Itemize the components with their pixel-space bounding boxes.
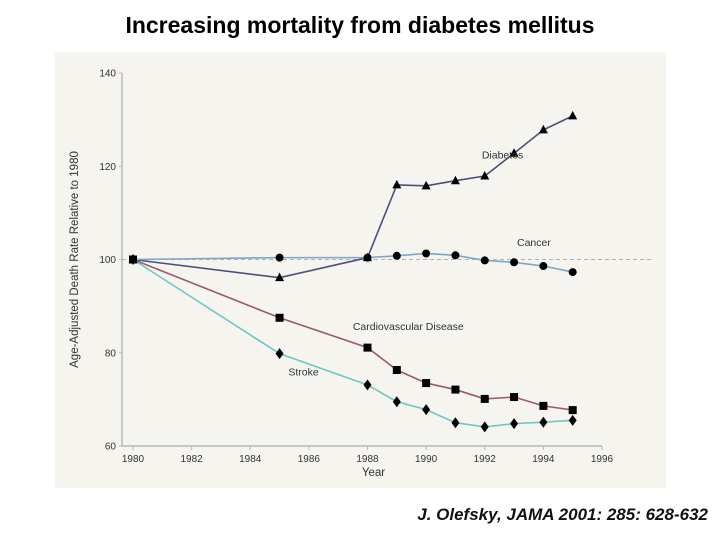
x-tick-label: 1986 <box>298 454 321 465</box>
y-tick-label: 140 <box>99 69 116 80</box>
data-point-cardiovascular-disease <box>363 343 372 352</box>
data-point-diabetes <box>421 180 431 190</box>
x-tick-label: 1984 <box>239 454 262 465</box>
series-line-cardiovascular-disease <box>132 258 573 411</box>
y-tick-label: 60 <box>105 442 117 453</box>
data-point-diabetes <box>275 272 285 282</box>
data-point-cancer <box>568 268 577 277</box>
y-tick-label: 80 <box>105 348 117 359</box>
x-tick-label: 1982 <box>181 454 204 465</box>
series-label-diabetes: Diabetes <box>482 149 523 161</box>
data-point-cardiovascular-disease <box>422 379 431 388</box>
data-point-cardiovascular-disease <box>451 385 460 394</box>
data-point-diabetes <box>480 171 490 180</box>
data-point-cancer <box>510 258 519 267</box>
data-point-cardiovascular-disease <box>510 393 519 402</box>
x-tick-label: 1992 <box>474 454 497 465</box>
series-label-cardiovascular-disease: Cardiovascular Disease <box>353 321 464 333</box>
y-tick-label: 100 <box>99 255 116 266</box>
data-point-stroke <box>363 379 372 391</box>
series-label-stroke: Stroke <box>288 367 319 379</box>
data-point-cancer <box>275 253 284 262</box>
data-point-cardiovascular-disease <box>275 313 284 322</box>
x-tick-label: 1994 <box>532 454 555 465</box>
data-point-stroke <box>568 414 577 426</box>
data-point-cardiovascular-disease <box>539 401 548 410</box>
data-point-cancer <box>539 262 548 271</box>
data-point-diabetes <box>450 175 460 185</box>
x-tick-label: 1996 <box>591 454 614 465</box>
data-point-stroke <box>275 348 284 360</box>
data-point-diabetes <box>538 124 548 134</box>
data-point-cancer <box>451 251 460 260</box>
data-point-stroke <box>451 417 460 429</box>
data-point-stroke <box>539 416 548 428</box>
y-axis-label: Age-Adjusted Death Rate Relative to 1980 <box>69 151 81 368</box>
data-point-diabetes <box>568 110 578 120</box>
y-tick-label: 120 <box>99 162 116 173</box>
series-label-cancer: Cancer <box>517 237 551 249</box>
data-point-diabetes <box>392 179 402 189</box>
axes: 60 80 100 120 140 1980 1982 1984 1986 1988 1990 199… <box>99 69 652 465</box>
data-point-cancer <box>480 256 489 265</box>
data-point-cancer <box>422 249 431 258</box>
slide-title: Increasing mortality from diabetes melli… <box>125 12 595 38</box>
series-group: Stroke Cardiovascular Disease Diabetes Canc… <box>128 110 578 433</box>
x-tick-label: 1980 <box>122 454 145 465</box>
series-line-diabetes <box>132 115 574 279</box>
series-line-stroke <box>132 258 573 428</box>
data-point-cancer <box>392 251 401 260</box>
x-tick-label: 1988 <box>356 454 379 465</box>
data-point-cancer <box>129 255 137 264</box>
data-point-stroke <box>392 396 401 408</box>
series-line-cancer <box>132 252 573 273</box>
x-axis-label: Year <box>362 467 385 479</box>
data-point-stroke <box>510 418 519 430</box>
data-point-cancer <box>363 253 372 262</box>
data-point-cardiovascular-disease <box>568 406 577 415</box>
data-point-stroke <box>480 421 489 433</box>
citation: J. Olefsky, JAMA 2001: 285: 628-632 <box>417 505 708 524</box>
data-point-stroke <box>422 404 431 416</box>
data-point-diabetes <box>509 148 519 157</box>
data-point-cardiovascular-disease <box>480 394 489 403</box>
x-tick-label: 1990 <box>415 454 438 465</box>
data-point-cardiovascular-disease <box>392 366 401 375</box>
